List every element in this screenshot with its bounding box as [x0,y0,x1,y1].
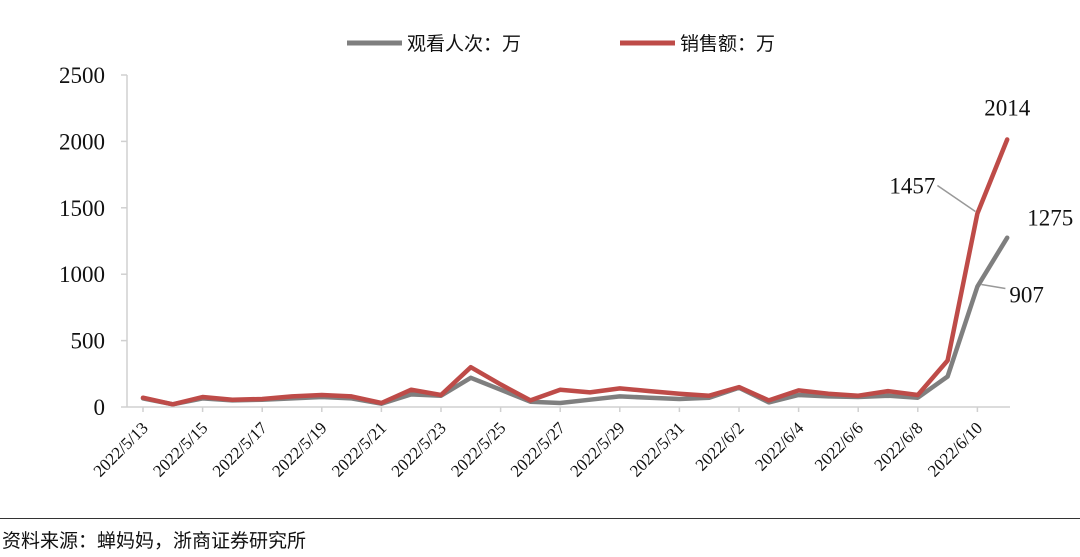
data-label: 907 [1009,283,1044,308]
legend-label: 销售额：万 [680,33,775,55]
data-label: 2014 [984,96,1031,121]
series-lines [140,137,1010,407]
x-tick-label: 2022/5/25 [447,418,509,480]
x-tick-label: 2022/5/13 [90,418,152,480]
y-tick-label: 2000 [59,129,105,154]
x-tick-label: 2022/5/21 [328,418,390,480]
y-tick-label: 1000 [59,262,105,287]
x-tick-label: 2022/6/2 [692,418,748,474]
y-tick-label: 1500 [59,196,105,221]
y-tick-label: 500 [71,329,106,354]
data-label: 1457 [889,174,935,199]
x-tick-label: 2022/5/29 [566,418,628,480]
x-tick-label: 2022/5/27 [507,418,570,481]
legend: 观看人次：万 销售额：万 [347,33,775,55]
y-tick-label: 2500 [59,63,105,88]
x-tick-label: 2022/6/4 [751,418,808,475]
x-tick-label: 2022/6/6 [811,418,867,474]
line-chart: 观看人次：万 销售额：万 0 500 1000 1500 2000 2500 2022/5/1… [59,33,1073,481]
source-note: 资料来源：蝉妈妈，浙商证券研究所 [2,530,307,552]
axes: 050010001500200025002022/5/132022/5/1520… [59,63,1010,481]
annotation-leader [936,184,976,213]
annotations: 2014 1457 1275 907 [889,96,1073,308]
x-tick-label: 2022/5/23 [388,418,450,480]
legend-label: 观看人次：万 [407,33,521,55]
x-tick-label: 2022/5/31 [626,418,688,480]
series-line-0 [140,235,1010,407]
x-tick-label: 2022/6/10 [924,418,986,480]
x-tick-label: 2022/5/17 [209,418,272,481]
series-line-1 [140,137,1010,407]
x-tick-label: 2022/5/15 [149,418,211,480]
x-tick-label: 2022/5/19 [268,418,330,480]
annotation-leader [981,283,1006,290]
x-tick-label: 2022/6/8 [870,418,926,474]
footer-divider [0,518,1080,519]
data-label: 1275 [1027,206,1073,231]
y-tick-label: 0 [94,395,106,420]
